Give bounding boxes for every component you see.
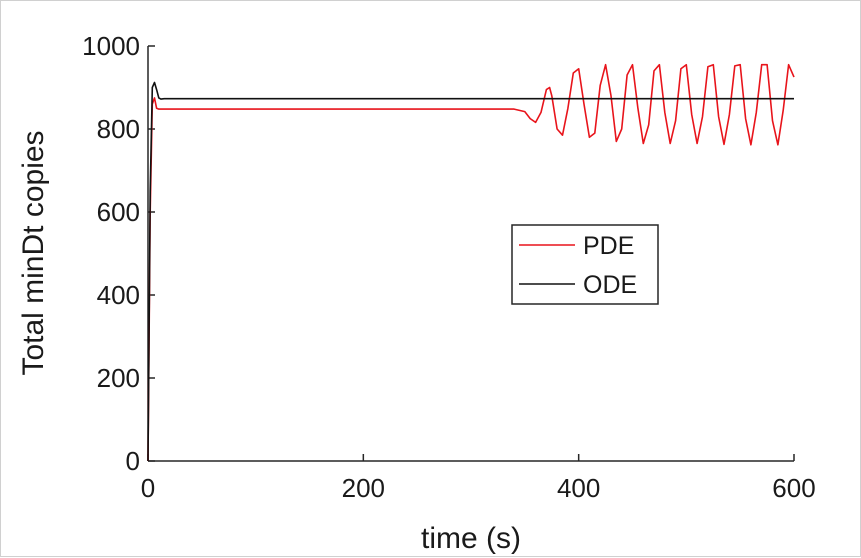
x-tick-label: 400 (557, 473, 600, 503)
y-tick-label: 200 (97, 363, 140, 393)
y-axis-label: Total minDt copies (17, 130, 50, 375)
series-line-ode (147, 81, 794, 462)
x-tick-label: 200 (342, 473, 385, 503)
x-tick-label: 0 (141, 473, 155, 503)
y-tick-label: 800 (97, 114, 140, 144)
series-pde (147, 63, 795, 462)
series-ode (147, 81, 794, 462)
axis-ticks: 0 200 400 600 0 200 400 600 800 1000 (82, 31, 816, 503)
legend-box (511, 224, 659, 305)
y-tick-label: 1000 (82, 31, 140, 61)
legend-label-ode: ODE (583, 271, 637, 299)
x-axis-label: time (s) (421, 522, 521, 555)
legend-label-pde: PDE (583, 232, 634, 260)
series-line-pde (147, 63, 795, 462)
legend: PDE ODE (511, 224, 659, 305)
x-tick-label: 600 (772, 473, 815, 503)
y-tick-label: 600 (97, 197, 140, 227)
y-tick-label: 400 (97, 280, 140, 310)
series-layer (147, 63, 795, 462)
plot-area: 0 200 400 600 0 200 400 600 800 1000 (82, 31, 816, 503)
y-tick-label: 0 (126, 446, 140, 476)
